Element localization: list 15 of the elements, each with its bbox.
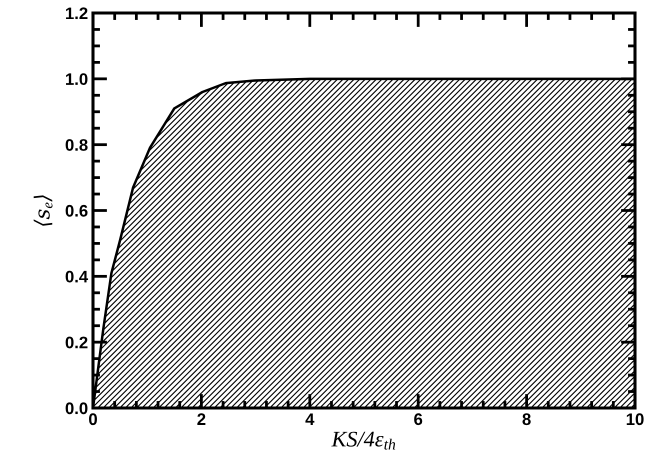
y-tick-label: 0.4 <box>66 270 88 283</box>
y-tick-label: 1.0 <box>66 73 88 86</box>
x-axis-title: KS/4ε$_{th}$ <box>331 432 396 450</box>
y-tick-label: 1.2 <box>66 7 88 20</box>
x-tick-label: 6 <box>414 413 422 426</box>
x-tick-label: 4 <box>305 413 314 425</box>
y-tick-label: 0.0 <box>66 402 88 414</box>
y-axis-title: ⟨s$_{e}$⟩ <box>34 195 53 226</box>
y-tick-label: 0.6 <box>66 204 88 217</box>
y-tick-label: 0.2 <box>66 336 88 348</box>
x-tick-label: 8 <box>522 413 531 426</box>
x-tick-label: 2 <box>197 413 206 425</box>
x-tick-label: 10 <box>626 413 644 426</box>
y-tick-label: 0.8 <box>66 139 88 151</box>
x-tick-label: 0 <box>89 413 97 426</box>
